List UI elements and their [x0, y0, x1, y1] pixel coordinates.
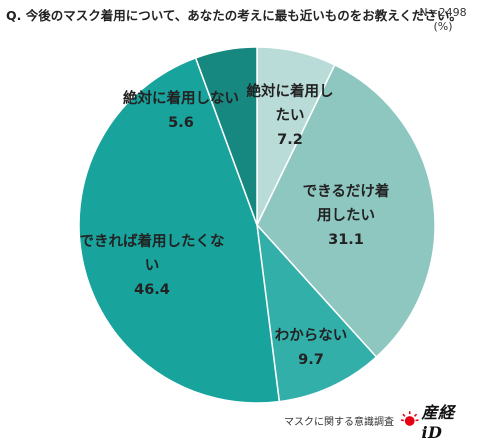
pie-slice [255, 222, 378, 403]
slice-value: 31.1 [328, 232, 364, 248]
slice-value: 46.4 [134, 282, 170, 298]
slice-value: 5.6 [168, 115, 194, 131]
question-title: Q. 今後のマスク着用について、あなたの考えに最も近いものをお教えください。 [6, 8, 462, 23]
survey-name: マスクに関する意識調査 [284, 416, 394, 428]
slice-value: 9.7 [298, 352, 324, 368]
pie-slice [256, 63, 436, 359]
slice-label: できれば着用したくない [80, 232, 225, 274]
sample-size: N＝2498 [419, 6, 467, 19]
brand-mark-icon [400, 411, 419, 426]
pie-slices [78, 46, 436, 404]
slice-label: 絶対に着用しない [123, 89, 239, 107]
unit-label: (%) [433, 20, 453, 33]
slice-value: 7.2 [277, 132, 303, 148]
brand-name: 産経iD [421, 402, 455, 442]
pie-slice [78, 56, 281, 404]
slice-label: わからない [275, 327, 348, 344]
brand-logo: 産経iD [400, 399, 474, 442]
slice-label: 絶対に着用したい [247, 82, 334, 124]
pie-slice [194, 46, 258, 226]
footer: マスクに関する意識調査 産経iD [284, 403, 474, 442]
sample-info: N＝2498 (%) [412, 6, 474, 34]
pie-labels: 絶対に着用したい 7.2 できるだけ着用したい 31.1 わからない 9.7 できれば着用し… [80, 82, 390, 368]
slice-label: できるだけ着用したい [303, 182, 390, 224]
